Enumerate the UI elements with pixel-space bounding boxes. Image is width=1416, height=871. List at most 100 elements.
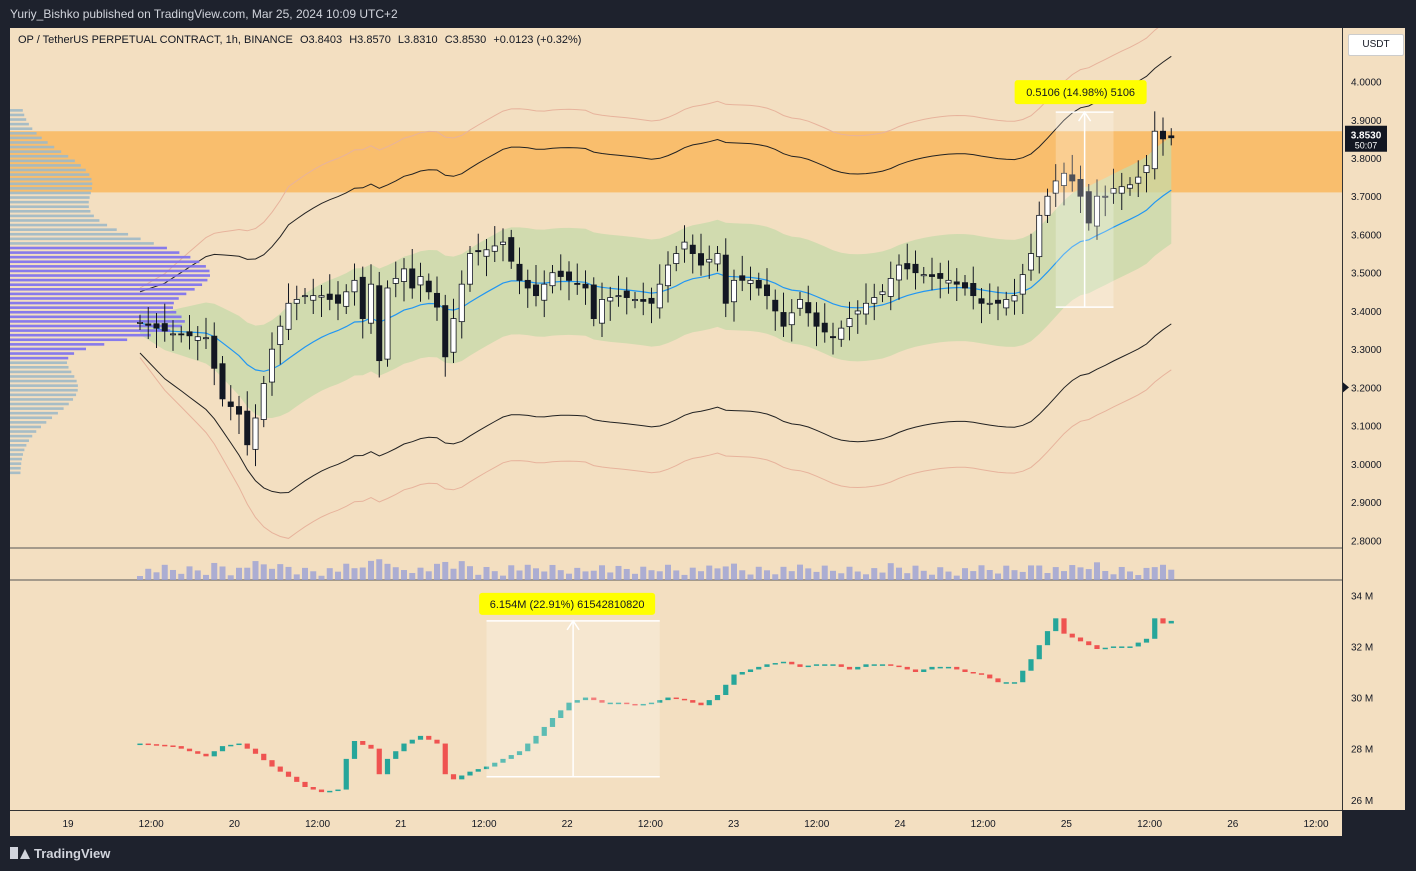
candle-body [169,333,176,336]
candle-body [920,274,927,277]
volume-profile-bar [10,416,53,420]
lower-band [139,323,1172,494]
candle-body [904,263,911,270]
volume-bar [269,568,275,580]
candle-body [1036,214,1043,258]
price-tick-label: 2.9000 [1351,498,1382,509]
candle-body [632,299,639,302]
volume-bar [343,563,350,580]
volume-bar [681,574,688,580]
price-tick-label: 3.2000 [1351,383,1382,394]
volume-profile-bar [10,191,91,195]
cvd-candle [739,672,745,675]
volume-profile-bar [10,306,174,309]
legend-symbol[interactable]: OP / TetherUS PERPETUAL CONTRACT, 1h, BI… [18,34,293,46]
time-tick-label: 12:00 [139,819,164,830]
volume-profile-bar [10,453,23,456]
cvd-candle [648,702,655,705]
cvd-candle [888,664,894,666]
volume-profile-bar [10,187,92,190]
cvd-candle [1036,645,1042,660]
volume-profile-bar [10,352,75,355]
candle-body [1077,179,1084,197]
volume-bar [632,573,638,580]
cvd-tick-label: 28 M [1351,745,1373,756]
chart-legend: OP / TetherUS PERPETUAL CONTRACT, 1h, BI… [18,34,585,46]
volume-profile-bar [10,439,29,443]
volume-profile-bar [10,388,78,392]
volume-profile-bar [10,269,210,273]
cvd-candle [624,702,630,705]
cvd-candle [318,789,325,793]
cvd-candle [1094,645,1100,649]
candle-body [821,322,828,333]
candle-body [846,318,853,328]
time-tick-label: 12:00 [1137,819,1162,830]
cvd-candle [310,787,316,790]
candle-body [557,270,564,277]
volume-bar [1151,567,1158,580]
chart-area[interactable]: 0.5106 (14.98%) 5106 6.154M (22.91%) 6154… [10,28,1342,810]
cvd-candle [294,776,300,782]
volume-bar [1085,569,1092,580]
cvd-candle [1011,682,1018,684]
volume-profile-bar [10,430,37,433]
candle-body [1028,253,1035,271]
volume-bar [335,571,341,580]
time-tick-label: 23 [728,819,740,830]
cvd-candle [1135,642,1141,647]
volume-bar [392,567,399,580]
volume-bar [970,571,977,580]
candle-body [533,284,540,297]
cvd-candle [945,666,952,669]
cvd-candle [855,666,861,670]
volume-bar [896,567,902,580]
cvd-candle [879,664,886,666]
volume-profile-bar [10,177,92,181]
tradingview-logo-icon [10,847,30,859]
legend-low: L3.8310 [397,34,438,46]
volume-bar [706,565,713,580]
cvd-candle [162,744,168,747]
cvd-candle [566,702,572,711]
candle-body [277,325,284,345]
cvd-candle [401,743,407,752]
volume-bar [376,559,383,580]
time-scale[interactable]: 19 12:00 20 12:00 21 12:00 22 12:00 23 12:00 24 12:… [10,810,1342,837]
candle-body [615,295,622,298]
cvd-candle [929,666,935,670]
volume-bar [714,568,721,580]
cvd-candle [970,672,976,674]
volume-bar [326,568,333,580]
volume-profile-bar [10,448,25,452]
cvd-candle [368,744,374,749]
volume-bar [186,566,193,580]
chart-svg[interactable]: 0.5106 (14.98%) 5106 6.154M (22.91%) 6154… [10,28,1342,810]
tradingview-logo[interactable]: TradingView [10,846,110,861]
volume-profile-bar [10,315,182,319]
price-tick-label: 3.9000 [1351,116,1382,127]
candle-body [508,237,515,262]
volume-bar [1077,567,1084,580]
cvd-candle [723,684,729,695]
cvd-candle [219,746,226,752]
volume-bar [764,570,770,580]
currency-button[interactable]: USDT [1348,34,1404,56]
candle-body [764,284,771,297]
volume-bar [755,566,762,580]
volume-profile-bar [10,228,117,231]
candle-body [698,253,705,266]
candle-body [912,263,919,274]
volume-bar [780,566,787,580]
volume-bar [500,575,506,580]
vwap-line [139,189,1172,372]
volume-bar [854,571,861,580]
candle-body [879,291,886,295]
volume-bar [640,566,647,580]
volume-bar [689,567,696,580]
candle-body [731,279,738,303]
cvd-candle [351,741,358,759]
candle-body [689,244,696,254]
price-scale[interactable]: 4.10004.00003.90003.80003.70003.60003.50… [1342,28,1405,810]
volume-bar [1168,569,1175,580]
